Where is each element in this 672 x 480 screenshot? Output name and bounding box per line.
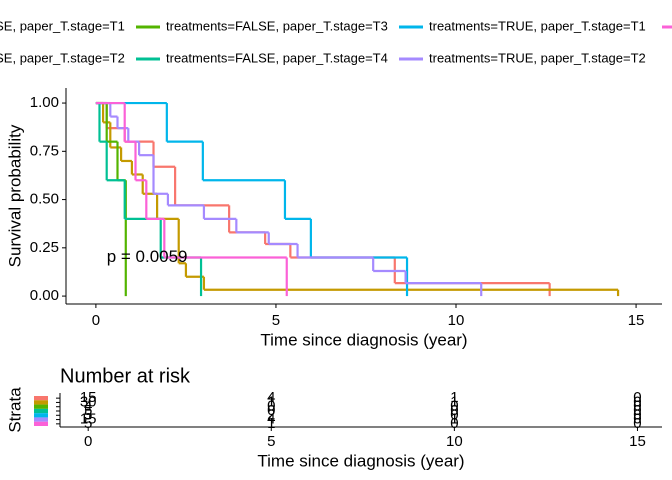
risk-count: 5: [84, 402, 92, 419]
risk-count: 2: [267, 406, 275, 423]
y-axis-label: Strata: [5, 387, 24, 433]
risk-count: 0: [633, 406, 641, 423]
risk-count: 30: [80, 393, 97, 410]
y-tick-label: 0.25: [30, 239, 59, 256]
strata-swatch: [34, 404, 48, 409]
strata-swatch: [34, 400, 48, 405]
risk-count: 4: [267, 389, 275, 406]
x-axis-label: Time since diagnosis (year): [260, 330, 467, 349]
y-tick-label: 0.50: [30, 191, 59, 208]
risk-count: 0: [633, 402, 641, 419]
y-tick-label: 0.75: [30, 142, 59, 159]
risk-count: 0: [450, 402, 458, 419]
risk-count: 0: [633, 415, 641, 432]
legend-label: treatments=FALSE, paper_T.stage=T3: [166, 18, 388, 33]
risk-count: 1: [267, 415, 275, 432]
strata-swatch: [34, 413, 48, 418]
legend-label: treatments=FALSE, paper_T.stage=T2: [0, 50, 125, 65]
risk-count: 0: [633, 389, 641, 406]
table-title: Number at risk: [60, 365, 191, 387]
y-tick-label: 0.00: [30, 287, 59, 304]
legend-label: treatments=FALSE, paper_T.stage=T1: [0, 18, 125, 33]
risk-count: 0: [633, 393, 641, 410]
risk-count: 0: [267, 402, 275, 419]
risk-count: 1: [450, 411, 458, 428]
strata-swatch: [34, 396, 48, 401]
risk-count: 1: [450, 393, 458, 410]
risk-count: 0: [633, 398, 641, 415]
risk-count: 0: [450, 398, 458, 415]
risk-count: 5: [84, 406, 92, 423]
legend-label: treatments=TRUE, paper_T.stage=T2: [429, 50, 646, 65]
strata-swatch: [34, 408, 48, 414]
x-tick-label: 15: [628, 312, 645, 329]
risk-count: 0: [450, 415, 458, 432]
risk-count: 4: [84, 398, 92, 415]
legend-label: treatments=FALSE, paper_T.stage=T4: [166, 50, 388, 65]
risk-count: 5: [84, 415, 92, 432]
x-axis-label: Time since diagnosis (year): [257, 451, 464, 470]
risk-count: 4: [267, 411, 275, 428]
x-tick-label: 5: [272, 312, 280, 329]
risk-count: 15: [80, 411, 97, 428]
risk-count: 1: [450, 389, 458, 406]
strata-swatch: [34, 417, 48, 422]
strata-swatch: [34, 421, 48, 426]
risk-count: 1: [267, 393, 275, 410]
x-tick-label: 0: [92, 312, 100, 329]
x-tick-label: 0: [84, 433, 92, 450]
risk-count: 0: [267, 398, 275, 415]
x-tick-label: 10: [448, 312, 465, 329]
y-tick-label: 1.00: [30, 94, 59, 111]
legend-label: treatments=TRUE, paper_T.stage=T1: [429, 18, 646, 33]
x-tick-label: 5: [267, 433, 275, 450]
x-tick-label: 15: [629, 433, 646, 450]
risk-count: 0: [450, 406, 458, 423]
y-axis-label: Survival probability: [5, 124, 24, 267]
risk-count: 0: [633, 411, 641, 428]
x-tick-label: 10: [446, 433, 463, 450]
risk-count: 15: [80, 389, 97, 406]
annotation: p = 0.0059: [107, 247, 188, 266]
